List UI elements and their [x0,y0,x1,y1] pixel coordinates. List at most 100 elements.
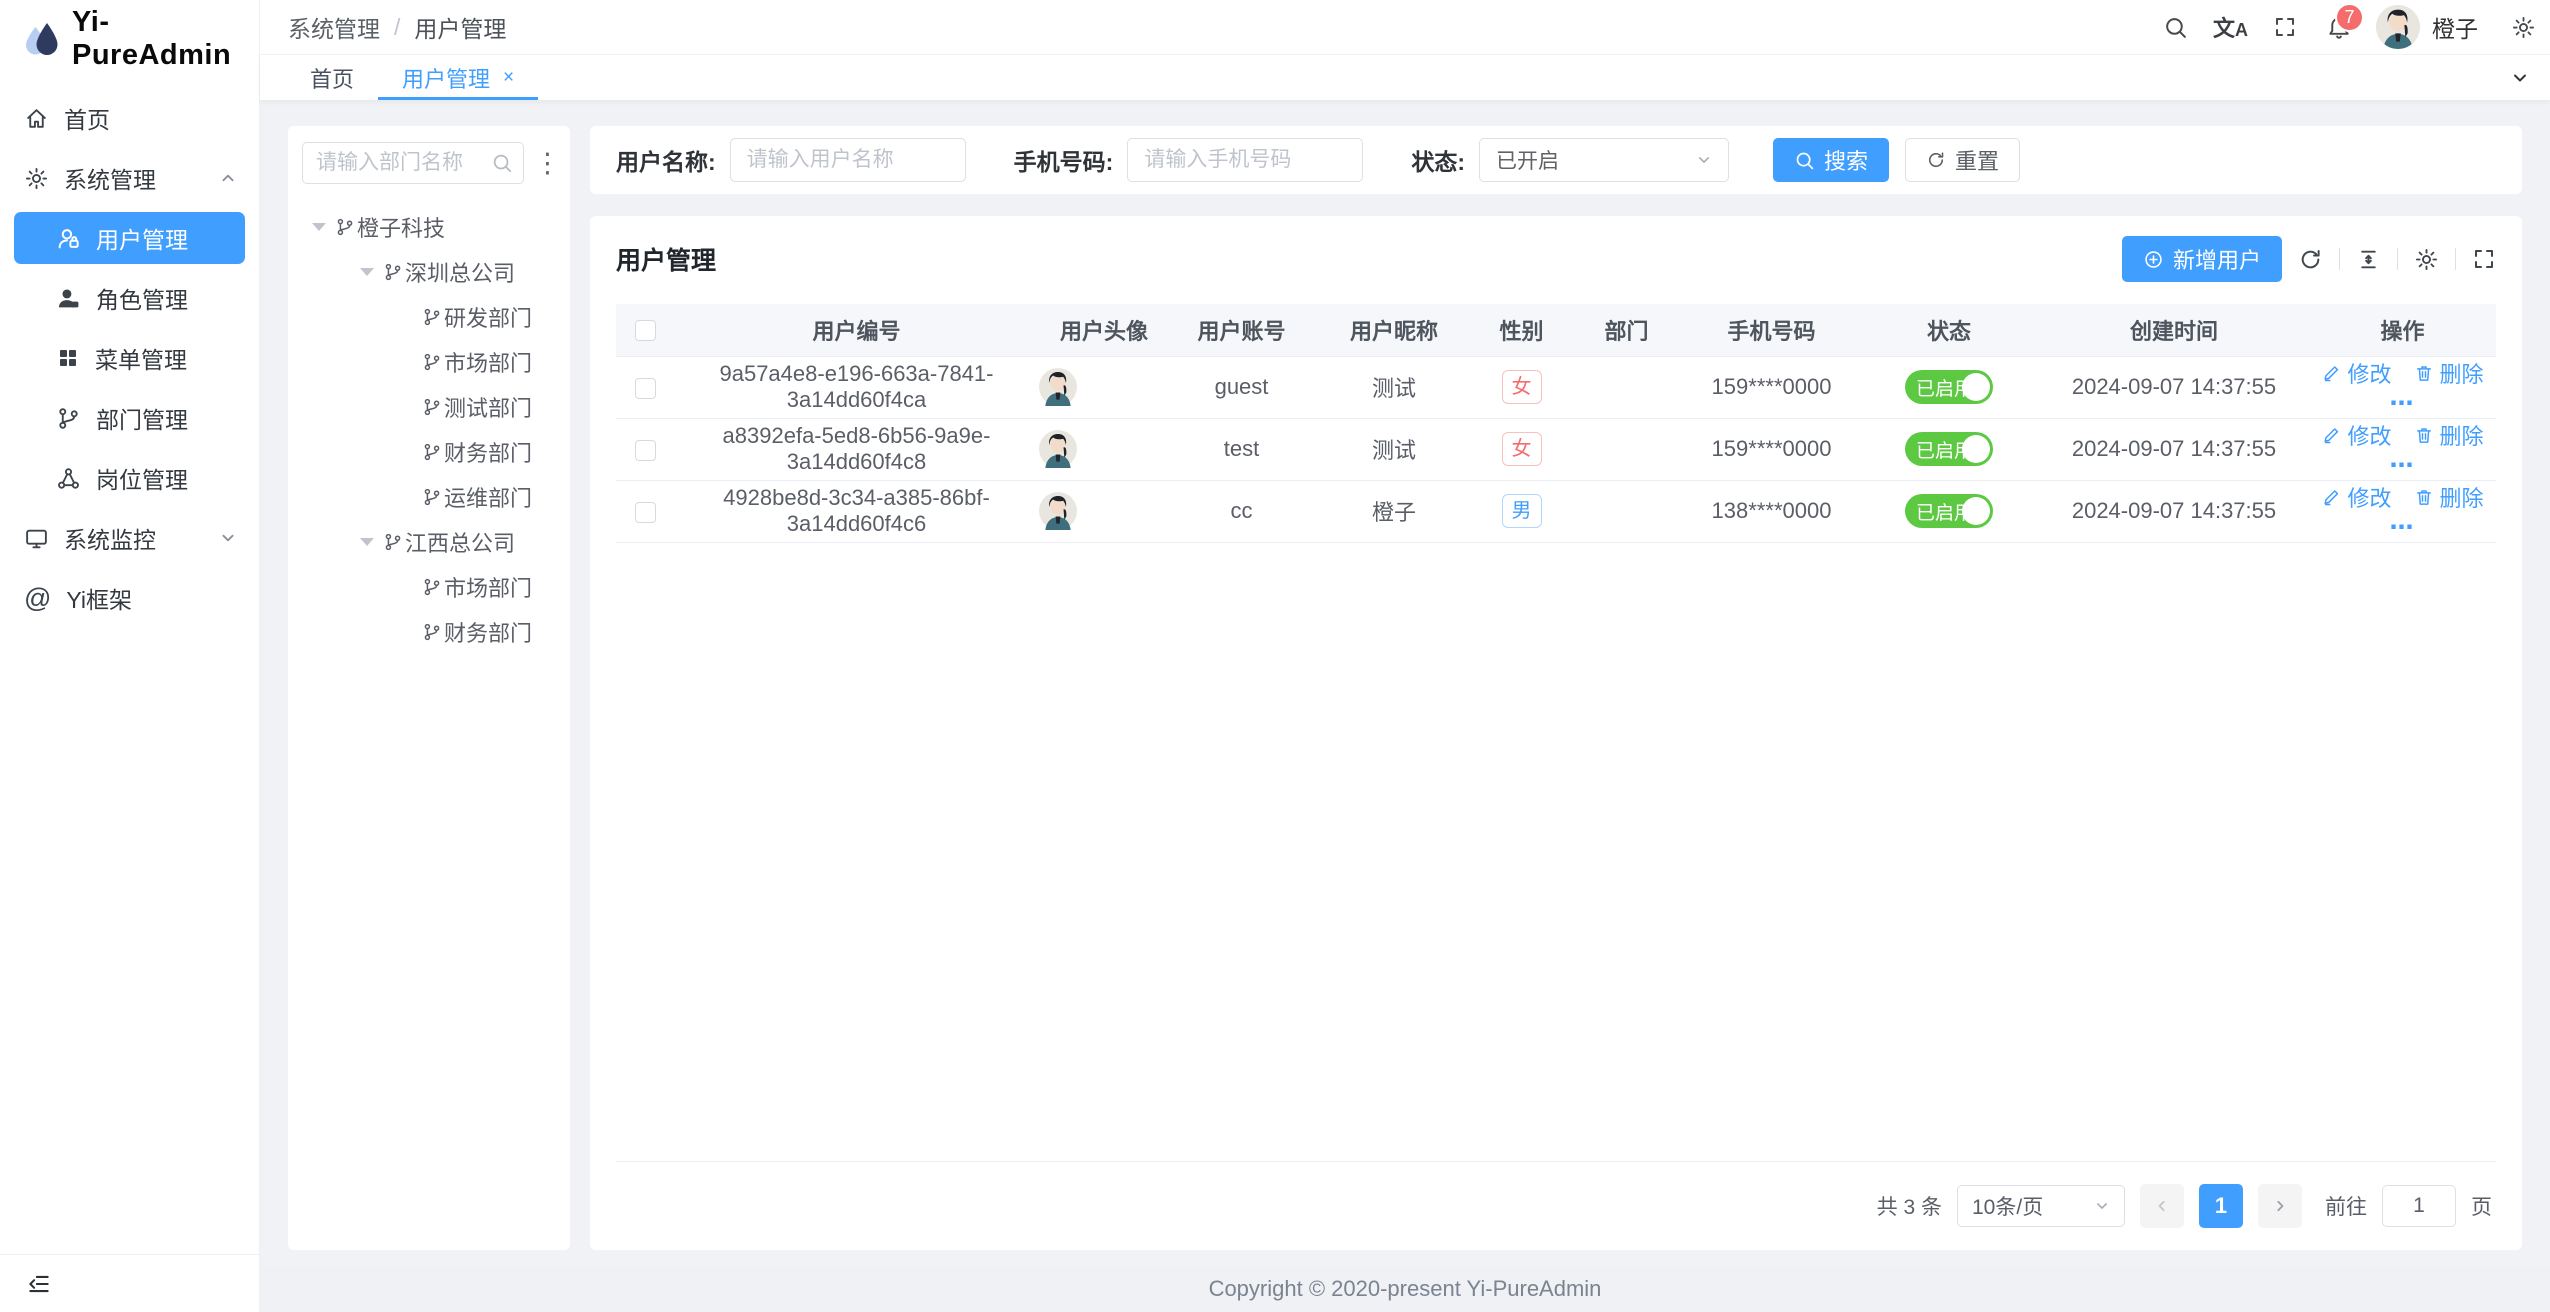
gender-tag: 男 [1501,494,1542,528]
user-menu[interactable]: 橙子 [2366,0,2496,54]
tree-node[interactable]: 橙子科技 [302,204,556,249]
delete-button[interactable]: 删除 [2414,357,2484,389]
row-density-button[interactable] [2356,247,2381,272]
chevron-down-icon [2508,66,2532,90]
notification-badge: 7 [2335,3,2364,32]
more-actions-button[interactable]: ⋯ [2389,451,2416,479]
tree-node[interactable]: 测试部门 [302,384,556,429]
next-page-button[interactable] [2258,1184,2302,1228]
page-content: ⋮ 橙子科技 深圳总公司 研发部门 市场部门 测试部门 财务部门 运维部门 江西… [260,100,2550,1266]
created-cell: 2024-09-07 14:37:55 [2039,418,2309,481]
page-size-select[interactable]: 10条/页 [1957,1185,2125,1227]
column-settings-button[interactable] [2414,247,2439,272]
translate-button[interactable]: 文A [2203,0,2258,54]
add-user-button[interactable]: 新增用户 [2121,236,2282,282]
table-row: 4928be8d-3c34-a385-86bf-3a14dd60f4c6 cc … [616,480,2496,543]
caret-down-icon[interactable] [360,537,374,546]
row-checkbox[interactable] [634,501,656,523]
sidebar-item-home[interactable]: 首页 [0,92,259,144]
page-number-button[interactable]: 1 [2199,1184,2243,1228]
tab-user-management[interactable]: 用户管理 × [378,55,539,100]
status-toggle[interactable]: 已启用 [1905,432,1993,466]
sidebar-item-system-monitor[interactable]: 系统监控 [0,512,259,564]
tree-node[interactable]: 财务部门 [302,609,556,654]
tree-node[interactable]: 研发部门 [302,294,556,339]
reset-button[interactable]: 重置 [1905,138,2021,182]
status-toggle[interactable]: 已启用 [1905,370,1993,404]
sidebar-item-dept-management[interactable]: 部门管理 [0,392,259,444]
role-icon [56,286,81,311]
settings-button[interactable] [2496,0,2550,54]
tree-node[interactable]: 运维部门 [302,474,556,519]
caret-down-icon[interactable] [312,222,326,231]
avatar [2376,5,2420,49]
edit-button[interactable]: 修改 [2321,357,2392,389]
sidebar: Yi-PureAdmin 首页 系统管理 用户管理 角色管理 菜单管理 部门管理 [0,0,260,1312]
table-row: a8392efa-5ed8-6b56-9a9e-3a14dd60f4c8 tes… [616,418,2496,481]
toolbar-divider [2455,248,2456,270]
filter-bar: 用户名称: 手机号码: 状态: 已开启 搜 [590,126,2522,194]
notifications-button[interactable]: 7 [2312,0,2366,54]
status-filter-select[interactable]: 已开启 [1479,138,1730,182]
row-checkbox[interactable] [634,439,656,461]
more-actions-button[interactable]: ⋯ [2389,513,2416,541]
status-toggle[interactable]: 已启用 [1905,494,1993,528]
goto-page-input[interactable] [2382,1185,2456,1227]
pagination: 共 3 条 10条/页 1 前往 页 [616,1162,2496,1234]
department-tree-panel: ⋮ 橙子科技 深圳总公司 研发部门 市场部门 测试部门 财务部门 运维部门 江西… [288,126,570,1250]
tree-node-label: 江西总公司 [405,530,516,556]
table-row: 9a57a4e8-e196-663a-7841-3a14dd60f4ca gue… [616,356,2496,419]
created-cell: 2024-09-07 14:37:55 [2039,480,2309,543]
tree-node[interactable]: 深圳总公司 [302,249,556,294]
username-filter-input[interactable] [729,138,966,182]
sidebar-item-system-management[interactable]: 系统管理 [0,152,259,204]
sidebar-item-post-management[interactable]: 岗位管理 [0,452,259,504]
close-icon[interactable]: × [503,66,515,88]
tree-node[interactable]: 财务部门 [302,429,556,474]
tree-node[interactable]: 江西总公司 [302,519,556,564]
caret-down-icon[interactable] [360,267,374,276]
search-button[interactable]: 搜索 [1773,138,1890,182]
column-header: 手机号码 [1684,304,1859,357]
cluster-icon [56,466,81,491]
row-checkbox[interactable] [634,377,656,399]
select-all-checkbox[interactable] [634,320,656,342]
edit-button[interactable]: 修改 [2321,481,2392,513]
tree-node-label: 研发部门 [444,305,533,331]
prev-page-button[interactable] [2140,1184,2184,1228]
sidebar-item-yi-framework[interactable]: @ Yi框架 [0,572,259,624]
sidebar-item-menu-management[interactable]: 菜单管理 [0,332,259,384]
goto-suffix: 页 [2471,1196,2492,1219]
breadcrumb-item[interactable]: 系统管理 [288,16,380,42]
tab-home[interactable]: 首页 [286,55,378,100]
tree-node[interactable]: 市场部门 [302,564,556,609]
chevron-left-icon [2152,1196,2172,1216]
sidebar-footer [0,1254,259,1312]
collapse-sidebar-icon[interactable] [26,1271,52,1297]
git-branch-icon [422,397,442,417]
refresh-icon [1926,150,1946,170]
table-fullscreen-button[interactable] [2472,247,2496,271]
tree-node[interactable]: 市场部门 [302,339,556,384]
tree-more-button[interactable]: ⋮ [534,147,561,178]
tab-menu-chevron[interactable] [2490,55,2550,100]
department-search-input[interactable] [302,142,524,184]
pagination-total: 共 3 条 [1876,1196,1942,1219]
edit-button[interactable]: 修改 [2321,419,2392,451]
phone-filter-input[interactable] [1127,138,1364,182]
delete-button[interactable]: 删除 [2414,481,2484,513]
tree-node-label: 财务部门 [444,440,533,466]
phone-cell: 159****0000 [1684,418,1859,481]
tree-node-label: 橙子科技 [357,215,446,241]
refresh-table-button[interactable] [2298,247,2323,272]
fullscreen-button[interactable] [2258,0,2312,54]
user-id-cell: 4928be8d-3c34-a385-86bf-3a14dd60f4c6 [674,480,1039,543]
sidebar-item-role-management[interactable]: 角色管理 [0,272,259,324]
search-button[interactable] [2149,0,2203,54]
delete-button[interactable]: 删除 [2414,419,2484,451]
more-actions-button[interactable]: ⋯ [2389,389,2416,417]
column-header: 性别 [1474,304,1569,357]
brand[interactable]: Yi-PureAdmin [0,0,259,78]
git-branch-icon [383,532,403,552]
sidebar-item-user-management[interactable]: 用户管理 [14,212,245,264]
